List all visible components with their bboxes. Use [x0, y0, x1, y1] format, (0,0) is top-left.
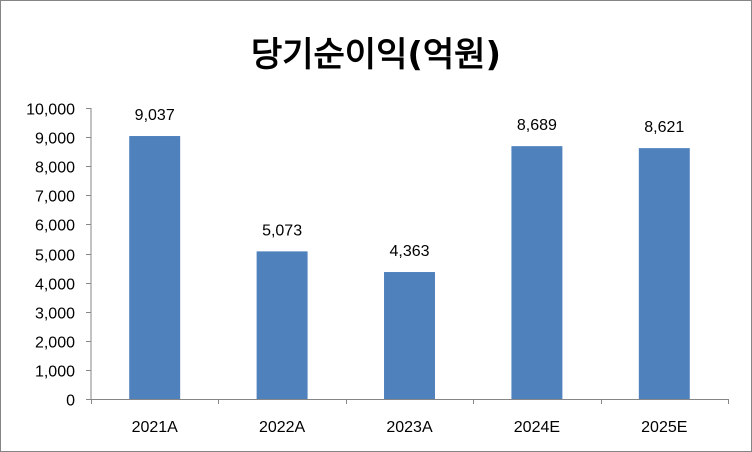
bar-2024E	[511, 146, 563, 399]
x-tick-label-2024E: 2024E	[514, 419, 560, 436]
bar-2023A	[384, 272, 435, 399]
y-tick-label: 6,000	[35, 218, 75, 235]
x-tick-label-2021A: 2021A	[132, 419, 179, 436]
x-tick-label-2022A: 2022A	[259, 419, 306, 436]
bars	[129, 136, 690, 399]
y-tick-label: 3,000	[35, 306, 75, 323]
data-label-2023A: 4,363	[389, 243, 429, 260]
y-axis: 0 1,000 2,000 3,000 4,000 5,000 6,000 7,000 8,00…	[26, 102, 92, 410]
x-tick-label-2023A: 2023A	[386, 419, 433, 436]
data-labels: 9,037 5,073 4,363 8,689 8,621	[135, 107, 685, 260]
data-label-2025E: 8,621	[644, 119, 684, 136]
bar-2022A	[256, 251, 308, 399]
y-tick-label: 10,000	[26, 102, 75, 119]
y-tick-label: 0	[66, 393, 75, 410]
data-label-2021A: 9,037	[135, 107, 175, 124]
x-tick-label-2025E: 2025E	[641, 419, 687, 436]
bar-2025E	[638, 148, 690, 399]
y-tick-label: 1,000	[35, 364, 75, 381]
y-tick-label: 5,000	[35, 248, 75, 265]
y-tick-label: 2,000	[35, 335, 75, 352]
x-axis: 2021A 2022A 2023A 2024E 2025E	[91, 399, 729, 436]
chart-title: 당기순이익(억원)	[251, 35, 501, 75]
data-label-2022A: 5,073	[262, 222, 302, 239]
y-tick-label: 4,000	[35, 277, 75, 294]
data-label-2024E: 8,689	[517, 117, 557, 134]
y-tick-label: 9,000	[35, 131, 75, 148]
y-tick-label: 8,000	[35, 160, 75, 177]
bar-2021A	[129, 136, 181, 399]
y-tick-label: 7,000	[35, 189, 75, 206]
